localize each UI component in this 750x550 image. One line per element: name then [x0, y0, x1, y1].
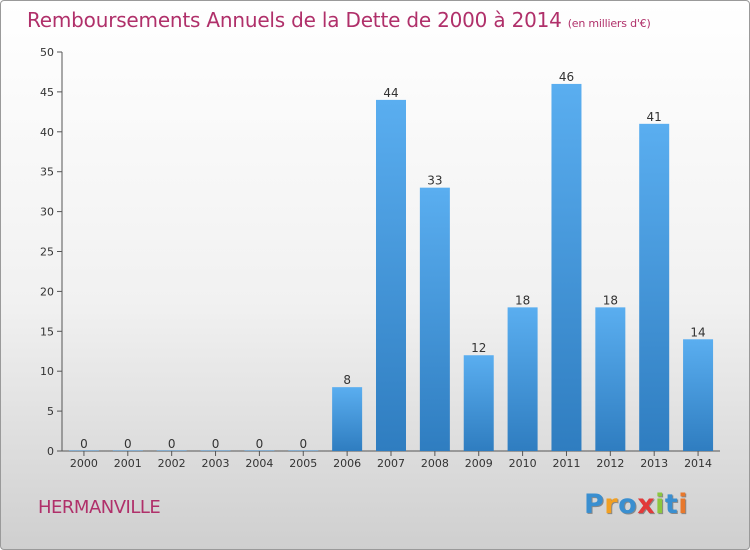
y-tick-label: 10: [40, 365, 54, 378]
city-name: HERMANVILLE: [38, 497, 161, 518]
y-tick-label: 0: [47, 445, 54, 458]
bar: [200, 450, 231, 451]
data-label: 0: [168, 437, 176, 451]
y-tick-label: 35: [40, 166, 54, 179]
logo-letter: i: [655, 489, 665, 520]
x-tick-label: 2008: [421, 457, 449, 470]
data-label: 14: [690, 325, 705, 339]
title-text: Remboursements Annuels de la Dette de 20…: [27, 8, 562, 32]
x-tick-label: 2011: [552, 457, 580, 470]
bar: [551, 83, 582, 452]
x-tick-label: 2003: [202, 457, 230, 470]
bar: [244, 450, 275, 451]
logo-letter: o: [618, 489, 638, 520]
data-label: 0: [212, 437, 220, 451]
proxiti-logo: Proxiti: [584, 489, 688, 520]
logo-letter: i: [678, 489, 689, 520]
y-tick-label: 45: [40, 86, 54, 99]
data-label: 0: [299, 437, 307, 451]
x-tick-label: 2006: [333, 457, 361, 470]
bar: [683, 339, 714, 451]
x-tick-label: 2013: [640, 457, 668, 470]
x-tick-label: 2007: [377, 457, 405, 470]
y-tick-label: 50: [40, 46, 54, 59]
bar: [112, 450, 143, 451]
data-label: 12: [471, 341, 486, 355]
logo-letter: x: [637, 489, 656, 520]
data-label: 33: [427, 174, 442, 188]
unit-text: (en milliers d'€): [567, 17, 651, 30]
bar: [463, 355, 494, 451]
data-label: 18: [515, 293, 530, 307]
bar: [332, 387, 363, 451]
bar: [376, 99, 406, 451]
logo-letter: t: [664, 489, 679, 520]
y-tick-label: 20: [40, 285, 54, 298]
data-label: 0: [124, 437, 132, 451]
bar: [639, 123, 670, 451]
x-tick-label: 2010: [509, 457, 537, 470]
data-label: 0: [80, 437, 88, 451]
y-tick-label: 40: [40, 126, 54, 139]
data-label: 44: [383, 86, 398, 100]
data-label: 0: [256, 437, 264, 451]
x-tick-label: 2001: [114, 457, 142, 470]
x-tick-label: 2000: [70, 457, 98, 470]
data-label: 8: [343, 373, 351, 387]
bar: [156, 450, 187, 451]
x-tick-label: 2014: [684, 457, 712, 470]
y-tick-label: 25: [40, 246, 54, 259]
logo-letter: r: [604, 489, 619, 520]
y-tick-label: 30: [40, 206, 54, 219]
chart-title: Remboursements Annuels de la Dette de 20…: [27, 8, 651, 32]
x-tick-label: 2005: [289, 457, 317, 470]
bar: [419, 187, 450, 451]
data-label: 41: [647, 110, 662, 124]
y-tick-label: 5: [47, 405, 54, 418]
bar: [288, 450, 319, 451]
bar: [507, 307, 538, 451]
x-tick-label: 2009: [465, 457, 493, 470]
y-tick-label: 15: [40, 325, 54, 338]
bar: [595, 307, 626, 451]
x-tick-label: 2004: [245, 457, 273, 470]
x-tick-label: 2012: [596, 457, 624, 470]
data-label: 18: [603, 293, 618, 307]
logo-letter: P: [584, 489, 605, 520]
bar: [68, 450, 99, 451]
x-tick-label: 2002: [158, 457, 186, 470]
data-label: 46: [559, 70, 574, 84]
